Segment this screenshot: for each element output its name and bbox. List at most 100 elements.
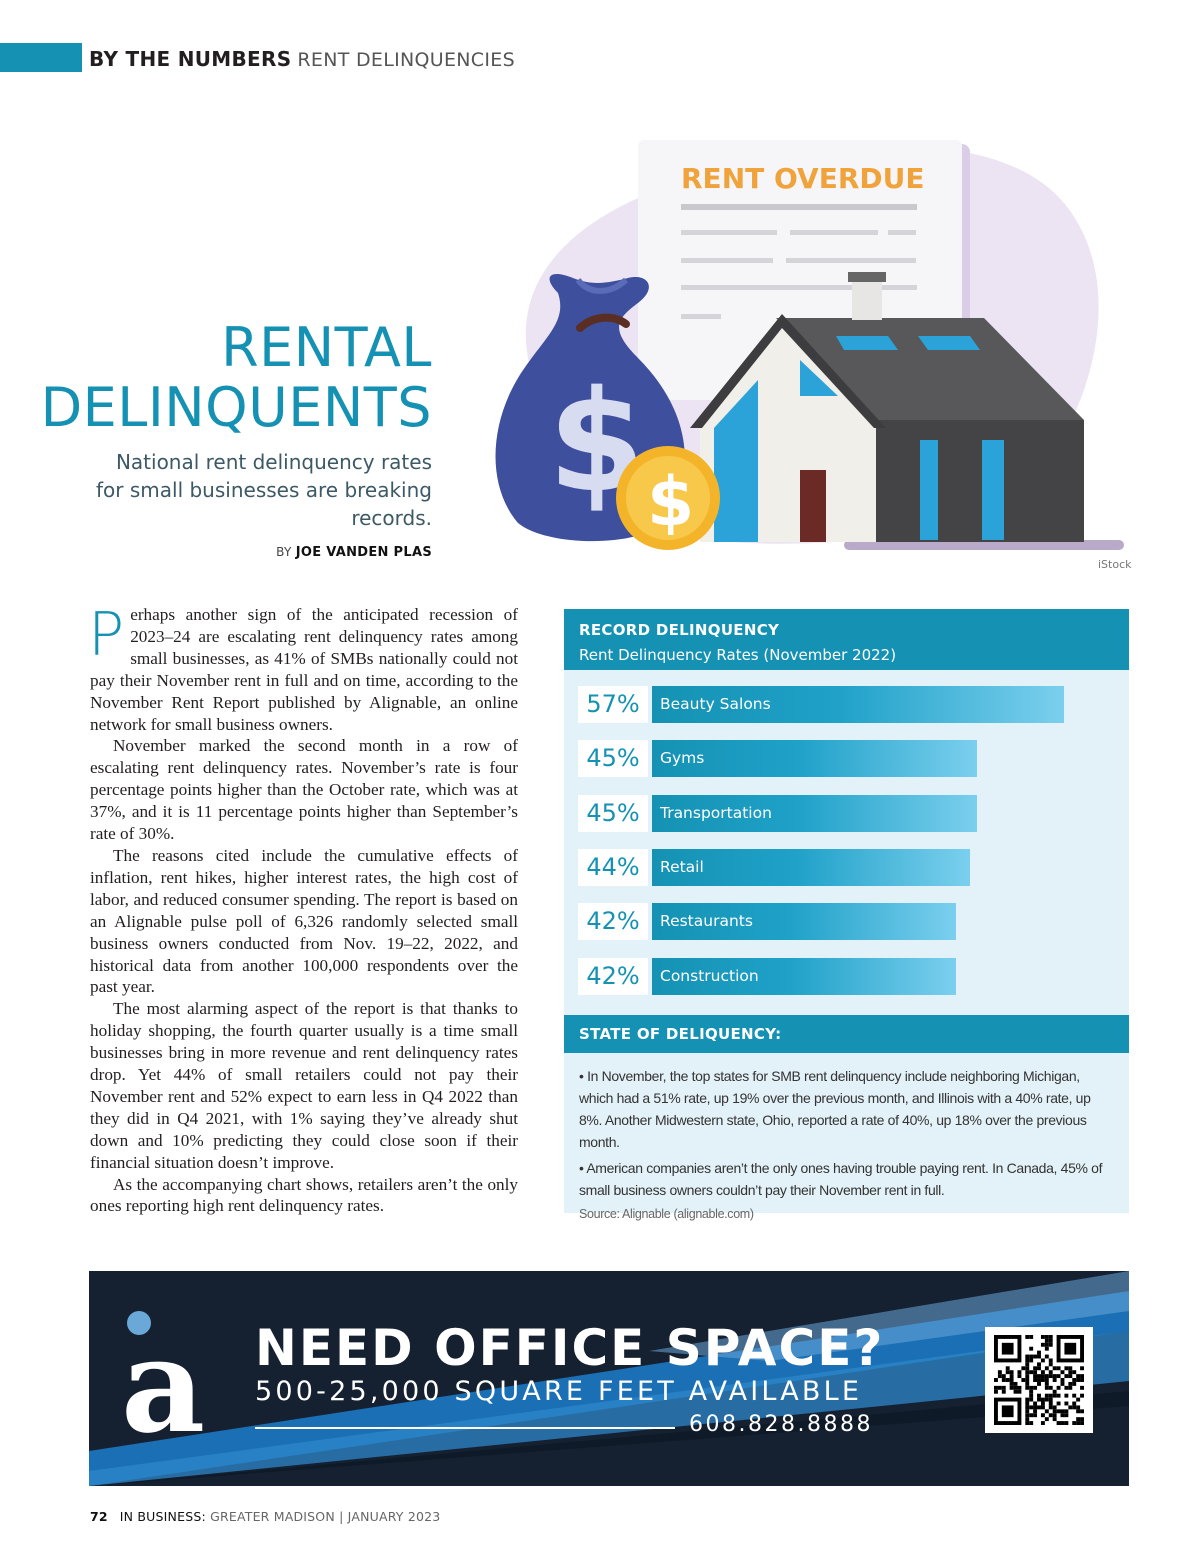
qr-module	[1029, 1389, 1034, 1394]
article-paragraph: As the accompanying chart shows, retaile…	[90, 1174, 518, 1216]
qr-module	[1048, 1358, 1053, 1363]
bar-row: 44% Retail	[578, 849, 1118, 886]
office-space-ad[interactable]: a NEED OFFICE SPACE? 500-25,000 SQUARE F…	[89, 1271, 1129, 1486]
article-paragraph: November marked the second month in a ro…	[90, 736, 518, 844]
qr-module	[1025, 1354, 1030, 1359]
page-footer: 72 IN BUSINESS: GREATER MADISON | JANUARY…	[90, 1509, 440, 1524]
qr-module	[994, 1389, 998, 1394]
bar: Restaurants	[652, 903, 956, 940]
qr-module	[1044, 1346, 1049, 1351]
qr-module	[1029, 1421, 1034, 1425]
document-line	[888, 230, 916, 235]
qr-module	[1076, 1374, 1081, 1379]
qr-module	[1040, 1370, 1045, 1375]
bar-category-label: Retail	[660, 858, 704, 876]
state-note: • American companies aren’t the only one…	[579, 1160, 1103, 1198]
qr-module	[1001, 1374, 1006, 1379]
bar-value-label: 57%	[578, 686, 648, 723]
ad-phone-number[interactable]: 608.828.8888	[689, 1412, 873, 1437]
chimney-cap	[848, 272, 886, 282]
qr-module	[1037, 1378, 1041, 1382]
ad-divider	[255, 1427, 675, 1429]
qr-code-icon	[994, 1335, 1084, 1425]
qr-module	[1040, 1397, 1045, 1402]
qr-module	[1029, 1413, 1034, 1418]
publication-name: IN BUSINESS:	[119, 1509, 206, 1524]
document-line	[681, 204, 917, 210]
ad-stripe	[649, 1271, 1129, 1361]
ad-stripe	[89, 1331, 1129, 1486]
qr-module	[1064, 1409, 1069, 1414]
house-front-roof-edge	[690, 314, 886, 428]
qr-module	[1040, 1413, 1045, 1418]
qr-module	[1044, 1409, 1049, 1414]
qr-module	[1076, 1409, 1081, 1414]
qr-finder	[1064, 1342, 1077, 1355]
qr-module	[1056, 1393, 1061, 1398]
qr-module	[1025, 1362, 1030, 1367]
qr-module	[1052, 1389, 1057, 1394]
qr-module	[1052, 1409, 1057, 1414]
bag-tie	[576, 313, 630, 332]
qr-module	[1033, 1366, 1038, 1371]
qr-module	[1029, 1346, 1034, 1351]
qr-module	[997, 1385, 1002, 1390]
page-number: 72	[90, 1509, 108, 1524]
qr-module	[1037, 1362, 1041, 1367]
qr-module	[1033, 1385, 1038, 1390]
qr-module	[1048, 1335, 1053, 1339]
bar: Gyms	[652, 740, 977, 777]
bar-value-label: 42%	[578, 958, 648, 995]
article-paragraph: The most alarming aspect of the report i…	[90, 999, 518, 1172]
qr-module	[1060, 1409, 1065, 1414]
qr-module	[1048, 1374, 1053, 1379]
qr-module	[1044, 1417, 1049, 1422]
bar-value-label: 44%	[578, 849, 648, 886]
qr-module	[1068, 1385, 1073, 1390]
section-name: BY THE NUMBERS	[89, 47, 292, 71]
qr-module	[1005, 1366, 1010, 1371]
qr-module	[1048, 1338, 1053, 1343]
photo-credit: iStock	[1098, 558, 1132, 571]
qr-module	[1080, 1417, 1084, 1422]
bar-row: 45% Transportation	[578, 795, 1118, 832]
qr-module	[1056, 1401, 1061, 1406]
qr-module	[1072, 1401, 1077, 1406]
bar: Construction	[652, 958, 956, 995]
qr-code[interactable]	[985, 1327, 1093, 1433]
coin-dollar-icon: $	[647, 463, 694, 542]
qr-module	[1080, 1409, 1084, 1414]
section-color-bar	[0, 43, 82, 72]
document-line	[681, 258, 773, 263]
qr-module	[1029, 1397, 1034, 1402]
qr-module	[1076, 1421, 1081, 1425]
qr-module	[1029, 1405, 1034, 1410]
article-paragraph: The reasons cited include the cumulative…	[90, 845, 518, 997]
qr-module	[1068, 1405, 1073, 1410]
qr-module	[1048, 1362, 1053, 1367]
bar-row: 42% Construction	[578, 958, 1118, 995]
qr-module	[1009, 1374, 1014, 1379]
bar-category-label: Gyms	[660, 749, 705, 767]
qr-module	[1037, 1397, 1041, 1402]
logo-letter: a	[121, 1309, 205, 1441]
qr-module	[1052, 1366, 1057, 1371]
qr-module	[1080, 1385, 1084, 1390]
byline: BY JOE VANDEN PLAS	[276, 545, 432, 560]
bar-category-label: Restaurants	[660, 912, 753, 930]
qr-module	[1060, 1378, 1065, 1382]
qr-module	[1025, 1370, 1030, 1375]
qr-module	[1056, 1409, 1061, 1414]
qr-module	[994, 1385, 998, 1390]
qr-module	[1044, 1385, 1049, 1390]
qr-module	[1025, 1374, 1030, 1379]
bar-category-label: Construction	[660, 967, 759, 985]
qr-module	[1044, 1397, 1049, 1402]
bar-category-label: Beauty Salons	[660, 695, 771, 713]
qr-module	[1040, 1374, 1045, 1379]
byline-prefix: BY	[276, 545, 292, 559]
qr-module	[1068, 1370, 1073, 1375]
logo-dot	[127, 1311, 151, 1335]
qr-module	[1009, 1370, 1014, 1375]
